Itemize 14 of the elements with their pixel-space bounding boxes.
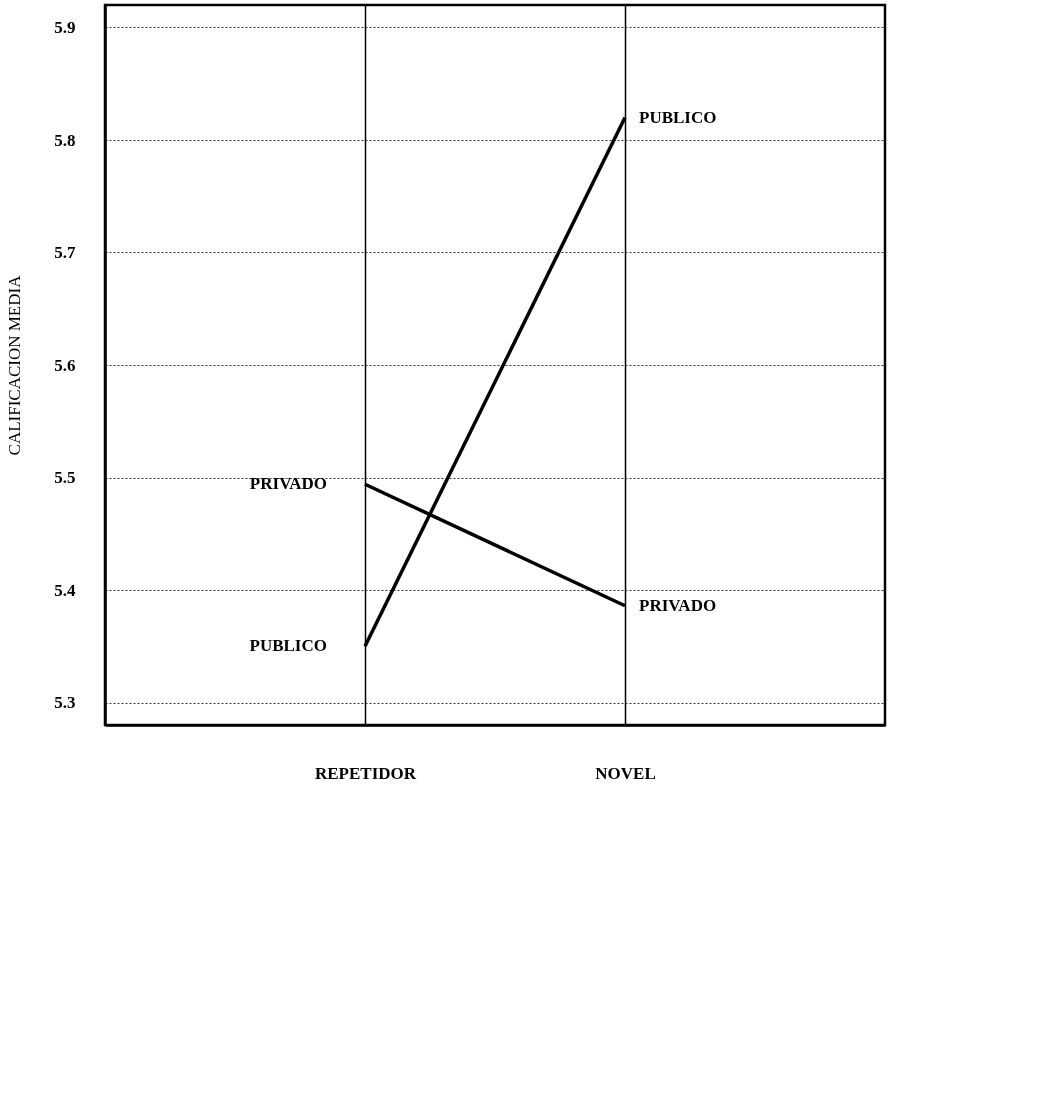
y-tick-label: 5.9 (54, 18, 76, 37)
y-axis-title: CALIFICACION MEDIA (5, 274, 25, 456)
text: PRIVADO (249, 474, 327, 494)
x-tick-label: NOVEL (595, 763, 656, 783)
y-tick-label: 5.5 (54, 468, 76, 487)
y-tick-label: 5.8 (54, 130, 76, 150)
y-tick-label: 5.4 (54, 580, 76, 600)
y-tick-label: 5.3 (54, 693, 76, 712)
x-tick-label: REPETIDOR (314, 763, 417, 783)
y-tick-label: 5.7 (54, 243, 76, 262)
text: PUBLICO (249, 636, 327, 656)
y-tick-label: 5.6 (54, 355, 76, 375)
series-label: PUBLICO (639, 107, 717, 127)
series-label: PRIVADO (639, 595, 717, 615)
